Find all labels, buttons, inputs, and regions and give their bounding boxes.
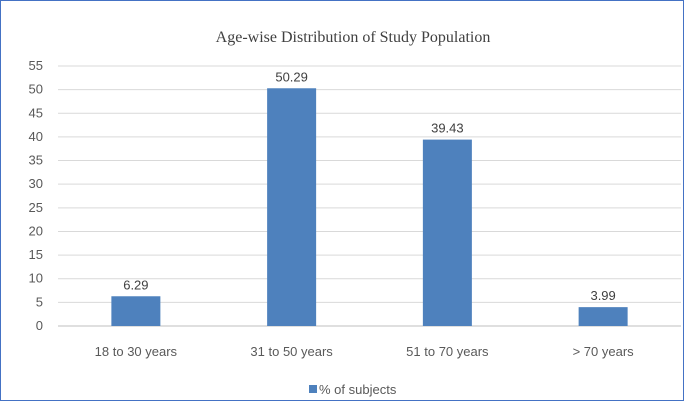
x-axis: 18 to 30 years 31 to 50 years 51 to 70 yea… (95, 344, 634, 359)
y-tick-label-40: 40 (29, 129, 43, 144)
y-tick-label-50: 50 (29, 82, 43, 97)
y-tick-label-15: 15 (29, 247, 43, 262)
y-tick-label-10: 10 (29, 271, 43, 286)
bar-1 (267, 88, 317, 326)
y-axis: 0 5 10 15 20 25 30 35 40 45 50 55 (29, 58, 43, 333)
chart-title: Age-wise Distribution of Study Populatio… (216, 29, 491, 46)
bars: 6.29 50.29 39.43 3.99 (111, 69, 628, 326)
y-tick-label-45: 45 (29, 105, 43, 120)
gridlines (58, 65, 681, 327)
x-tick-label-1: 31 to 50 years (250, 344, 333, 359)
bar-2 (422, 139, 472, 326)
y-tick-label-25: 25 (29, 200, 43, 215)
data-label-0: 6.29 (123, 277, 148, 292)
x-tick-label-2: 51 to 70 years (406, 344, 489, 359)
y-tick-label-55: 55 (29, 58, 43, 73)
bar-3 (578, 307, 628, 326)
y-tick-label-0: 0 (36, 318, 43, 333)
data-label-2: 39.43 (431, 121, 464, 136)
bar-0 (111, 296, 161, 326)
x-tick-label-0: 18 to 30 years (95, 344, 178, 359)
y-tick-label-35: 35 (29, 153, 43, 168)
legend-label-0: % of subjects (319, 382, 397, 397)
legend: % of subjects (309, 382, 397, 397)
data-label-1: 50.29 (275, 69, 308, 84)
legend-swatch-0 (309, 385, 317, 393)
y-tick-label-30: 30 (29, 176, 43, 191)
y-tick-label-5: 5 (36, 294, 43, 309)
data-label-3: 3.99 (590, 288, 615, 303)
y-tick-label-20: 20 (29, 223, 43, 238)
x-tick-label-3: > 70 years (573, 344, 635, 359)
